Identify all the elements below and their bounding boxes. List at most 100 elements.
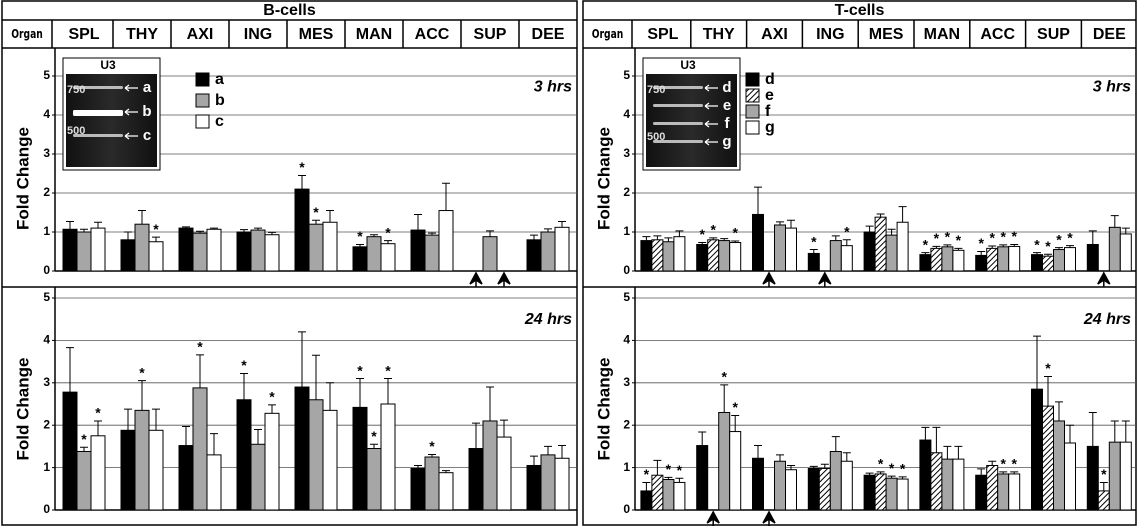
band-label: a (143, 79, 152, 96)
bar (663, 242, 674, 271)
bar (841, 461, 852, 510)
figure: B-cellsOrganSPLTHYAXIINGMESMANACCSUPDEE0… (0, 0, 1137, 526)
bar (237, 400, 251, 510)
significance-star: * (732, 399, 738, 415)
bar (135, 410, 149, 510)
legend-label: b (215, 92, 225, 109)
y-tick-label: 4 (43, 333, 50, 347)
significance-star: * (710, 222, 716, 238)
significance-star: * (1045, 238, 1051, 254)
bar (135, 224, 149, 271)
error-bar (66, 348, 74, 393)
bar (555, 227, 569, 271)
panel-title: T-cells (835, 2, 885, 19)
error-bar (1100, 482, 1108, 490)
time-annotation: 24 hrs (524, 311, 572, 328)
bar (121, 240, 135, 271)
organ-header: THY (703, 26, 735, 43)
error-bar (988, 461, 996, 465)
bar (987, 248, 998, 271)
bar (353, 247, 367, 271)
bar (808, 253, 819, 271)
error-bar (977, 252, 985, 256)
band-label: b (142, 103, 151, 120)
bar (381, 244, 395, 271)
bar (1043, 406, 1054, 510)
error-bar (544, 446, 552, 454)
error-bar (312, 220, 320, 224)
error-bar (787, 220, 795, 228)
significance-star: * (1000, 456, 1006, 472)
bar (1032, 389, 1043, 510)
bar (886, 235, 897, 271)
significance-star: * (956, 232, 962, 248)
bar (697, 446, 708, 510)
bar (875, 474, 886, 510)
error-bar (776, 455, 784, 461)
organ-header: MES (299, 26, 334, 43)
error-bar (298, 175, 306, 189)
bar (309, 224, 323, 271)
bar (652, 475, 663, 510)
significance-star: * (371, 428, 377, 444)
error-bar (754, 187, 762, 214)
bar (897, 222, 908, 271)
inset-title: U3 (100, 58, 116, 72)
organ-header: THY (126, 26, 158, 43)
bar (353, 407, 367, 510)
error-bar (326, 383, 334, 411)
bar (425, 457, 439, 510)
bar (987, 465, 998, 510)
error-bar (442, 183, 450, 210)
bar (1032, 255, 1043, 271)
bar (237, 232, 251, 271)
bar (91, 228, 105, 271)
error-bar (138, 381, 146, 411)
legend-swatch (746, 73, 759, 86)
bar (439, 211, 453, 271)
bar (942, 459, 953, 510)
error-bar (124, 409, 132, 430)
significance-star: * (1045, 360, 1051, 376)
bar (323, 410, 337, 510)
error-bar (810, 250, 818, 254)
significance-star: * (900, 461, 906, 477)
error-bar (326, 211, 334, 223)
bar (1087, 244, 1098, 271)
bar (663, 479, 674, 510)
bar (309, 400, 323, 510)
bar (207, 455, 221, 510)
error-bar (1089, 231, 1097, 245)
legend-swatch (746, 89, 759, 102)
size-marker: 750 (647, 84, 665, 96)
error-bar (530, 456, 538, 465)
y-tick-label: 4 (43, 107, 50, 121)
bar (483, 421, 497, 510)
legend-swatch (196, 115, 209, 128)
significance-star: * (1011, 456, 1017, 472)
bar (674, 237, 685, 271)
significance-star: * (889, 460, 895, 476)
legend-swatch (196, 94, 209, 107)
gel-band (653, 122, 703, 125)
significance-star: * (1011, 228, 1017, 244)
bar (149, 430, 163, 510)
error-bar (642, 482, 650, 490)
bar (897, 479, 908, 510)
significance-star: * (385, 362, 391, 378)
y-tick-label: 4 (623, 333, 630, 347)
y-axis-label: Fold Change (594, 358, 613, 461)
error-bar (754, 446, 762, 459)
error-bar (210, 434, 218, 455)
bar (265, 235, 279, 271)
y-tick-label: 2 (623, 417, 630, 431)
bar (719, 241, 730, 271)
bar (786, 470, 797, 510)
bar (323, 222, 337, 271)
significance-star: * (1101, 466, 1107, 482)
bar (425, 235, 439, 271)
bar (1065, 443, 1076, 510)
error-bar (472, 423, 480, 448)
bar (149, 242, 163, 271)
error-bar (268, 405, 276, 413)
